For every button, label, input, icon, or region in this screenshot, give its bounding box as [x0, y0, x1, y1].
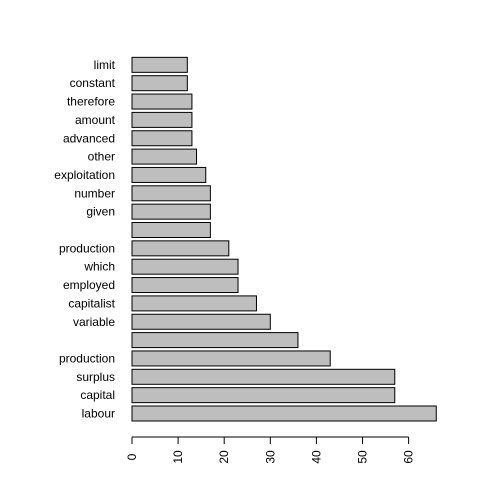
- bar: [131, 240, 230, 257]
- category-label: variable: [73, 315, 115, 329]
- bar: [131, 111, 193, 128]
- x-ticks-group: 0 10 20 30 40 50 60: [125, 437, 416, 464]
- category-label: therefore: [67, 95, 115, 109]
- bar: [131, 258, 239, 275]
- bar: [131, 332, 299, 349]
- category-label: capital: [80, 388, 115, 402]
- category-label: amount: [75, 113, 116, 127]
- category-label: constant: [70, 76, 116, 90]
- bar: [131, 295, 257, 312]
- x-tick-label: 20: [217, 450, 231, 464]
- bar: [131, 222, 211, 238]
- category-label: exploitation: [54, 168, 115, 182]
- x-tick-label: 60: [402, 450, 416, 464]
- category-labels-group: labour capital surplus production variable ca…: [54, 58, 115, 421]
- bars-group: [131, 56, 437, 422]
- category-label: limit: [94, 58, 116, 72]
- category-label: production: [59, 241, 115, 255]
- x-tick-label: 50: [356, 450, 370, 464]
- category-label: production: [59, 351, 115, 365]
- bar: [131, 203, 211, 220]
- bar: [131, 75, 188, 92]
- bar: [131, 313, 271, 330]
- bar: [131, 405, 437, 422]
- bar: [131, 350, 331, 367]
- bar: [131, 166, 207, 183]
- category-label: labour: [82, 407, 115, 421]
- x-tick-label: 30: [263, 450, 277, 464]
- category-label: capitalist: [68, 296, 115, 310]
- bar: [131, 387, 396, 404]
- bar: [131, 93, 193, 110]
- bar: [131, 368, 396, 385]
- category-label: employed: [63, 278, 115, 292]
- category-label: given: [86, 205, 115, 219]
- x-tick-label: 0: [125, 453, 139, 460]
- category-label: other: [88, 150, 115, 164]
- x-tick-label: 10: [171, 450, 185, 464]
- bar: [131, 56, 188, 73]
- bar: [131, 185, 211, 202]
- bar: [131, 148, 198, 165]
- category-label: number: [74, 186, 115, 200]
- category-label: advanced: [63, 131, 115, 145]
- category-label: which: [83, 260, 115, 274]
- x-axis: 0 10 20 30 40 50 60: [125, 436, 416, 464]
- bar: [131, 130, 193, 147]
- x-tick-label: 40: [309, 450, 323, 464]
- bar: [131, 277, 239, 294]
- category-label: surplus: [76, 370, 115, 384]
